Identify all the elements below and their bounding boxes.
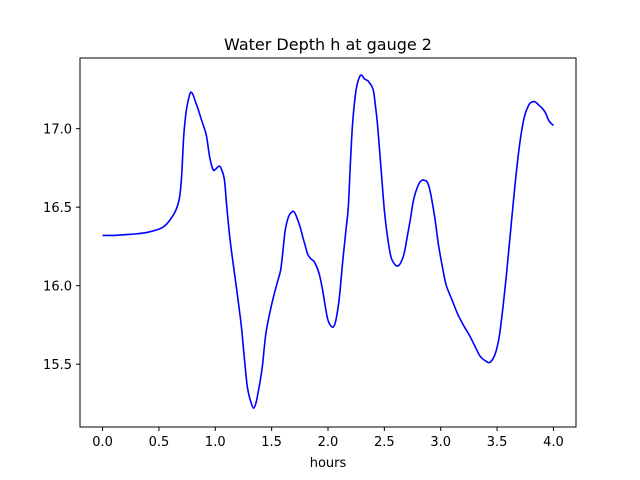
x-tick-label: 0.5 xyxy=(149,435,170,450)
x-tick-label: 2.5 xyxy=(374,435,395,450)
y-tick-label: 16.5 xyxy=(43,201,72,216)
x-tick-label: 0.0 xyxy=(92,435,113,450)
x-tick-label: 1.0 xyxy=(205,435,226,450)
x-axis-ticks: 0.0 0.5 1.0 1.5 2.0 2.5 3.0 3.5 4.0 xyxy=(92,427,564,450)
y-tick-label: 15.5 xyxy=(43,358,72,373)
y-tick-label: 16.0 xyxy=(43,280,72,295)
series-line xyxy=(102,74,555,409)
axes-frame xyxy=(79,57,577,428)
y-axis-ticks: 15.5 16.0 16.5 17.0 xyxy=(43,123,80,373)
chart-title: Water Depth h at gauge 2 xyxy=(224,35,432,54)
y-tick-label: 17.0 xyxy=(43,123,72,138)
x-tick-label: 3.5 xyxy=(487,435,508,450)
x-axis-label: hours xyxy=(310,456,347,471)
x-tick-label: 4.0 xyxy=(543,435,564,450)
x-tick-label: 1.5 xyxy=(261,435,282,450)
plot-lines xyxy=(102,74,555,409)
x-tick-label: 3.0 xyxy=(430,435,451,450)
x-tick-label: 2.0 xyxy=(318,435,339,450)
